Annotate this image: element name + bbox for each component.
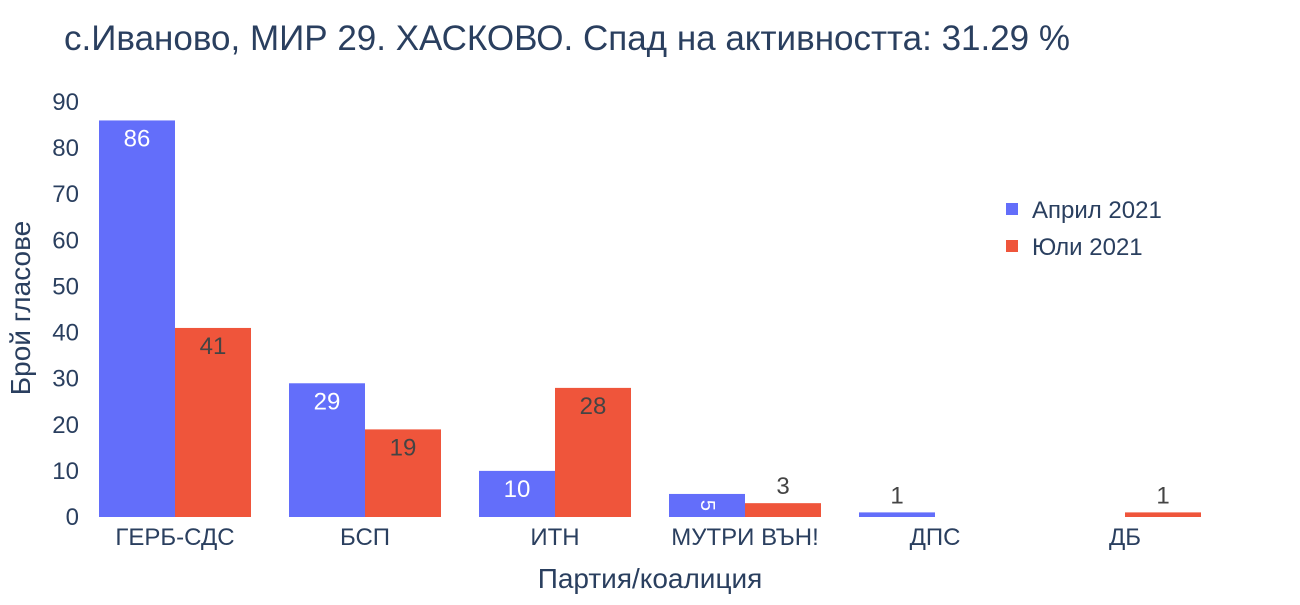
bar-value-label: 5 <box>696 500 718 511</box>
y-tick-label: 40 <box>52 320 79 347</box>
y-tick-label: 80 <box>52 135 79 162</box>
x-tick-label: ДБ <box>1109 524 1141 551</box>
legend-swatch <box>1006 203 1018 215</box>
legend-label: Юли 2021 <box>1032 234 1143 261</box>
chart-title: с.Иваново, МИР 29. ХАСКОВО. Спад на акти… <box>64 19 1070 58</box>
x-tick-label: БСП <box>340 524 390 551</box>
bar-value-label: 28 <box>580 393 607 420</box>
bar <box>175 327 251 517</box>
bar-value-label: 19 <box>390 434 417 461</box>
legend-swatch <box>1006 240 1018 252</box>
bar <box>669 493 745 517</box>
y-axis-ticks: 0 10 20 30 40 50 60 70 80 90 <box>52 89 79 531</box>
bar-value-label: 41 <box>200 333 227 360</box>
bar <box>1125 512 1201 517</box>
x-axis-label: Партия/коалиция <box>538 563 763 594</box>
y-tick-label: 30 <box>52 366 79 393</box>
legend: Април 2021 Юли 2021 <box>1006 197 1162 261</box>
x-axis-ticks: ГЕРБ-СДС БСП ИТН МУТРИ ВЪН! ДПС ДБ <box>115 524 1141 551</box>
bar <box>745 503 821 517</box>
bar-value-label: 3 <box>776 473 789 500</box>
y-tick-label: 20 <box>52 412 79 439</box>
bar <box>479 470 555 517</box>
bar <box>555 387 631 517</box>
bars-layer <box>99 120 1201 517</box>
y-tick-label: 0 <box>66 504 79 531</box>
x-tick-label: ДПС <box>910 524 961 551</box>
x-tick-label: ИТН <box>530 524 579 551</box>
y-tick-label: 70 <box>52 181 79 208</box>
bar <box>859 512 935 517</box>
x-tick-label: МУТРИ ВЪН! <box>671 524 818 551</box>
bar-value-label: 10 <box>504 476 531 503</box>
bar-labels-layer: 86 41 29 19 10 28 5 3 1 1 <box>124 125 1170 511</box>
bar <box>289 383 365 517</box>
bar-value-label: 1 <box>890 482 903 509</box>
y-tick-label: 60 <box>52 227 79 254</box>
bar <box>365 429 441 517</box>
y-tick-label: 90 <box>52 89 79 116</box>
bar-value-label: 1 <box>1156 482 1169 509</box>
y-tick-label: 50 <box>52 273 79 300</box>
legend-label: Април 2021 <box>1032 197 1162 224</box>
y-axis-label: Брой гласове <box>5 221 36 395</box>
bar-value-label: 86 <box>124 125 151 152</box>
x-tick-label: ГЕРБ-СДС <box>115 524 234 551</box>
bar <box>99 120 175 517</box>
y-tick-label: 10 <box>52 458 79 485</box>
bar-value-label: 29 <box>314 388 341 415</box>
